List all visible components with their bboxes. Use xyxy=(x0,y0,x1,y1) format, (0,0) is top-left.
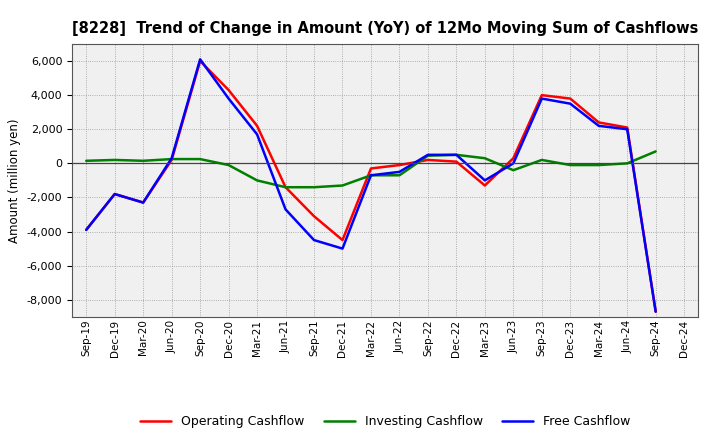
Free Cashflow xyxy=(423,152,432,158)
Operating Cashflow xyxy=(537,92,546,98)
Investing Cashflow xyxy=(595,162,603,168)
Investing Cashflow xyxy=(566,162,575,168)
Operating Cashflow xyxy=(423,157,432,162)
Free Cashflow xyxy=(196,57,204,62)
Free Cashflow xyxy=(509,161,518,166)
Investing Cashflow xyxy=(225,162,233,168)
Free Cashflow xyxy=(253,132,261,137)
Investing Cashflow xyxy=(82,158,91,163)
Operating Cashflow xyxy=(452,159,461,164)
Operating Cashflow xyxy=(253,123,261,128)
Investing Cashflow xyxy=(196,157,204,162)
Investing Cashflow xyxy=(366,172,375,178)
Operating Cashflow xyxy=(366,166,375,171)
Title: [8228]  Trend of Change in Amount (YoY) of 12Mo Moving Sum of Cashflows: [8228] Trend of Change in Amount (YoY) o… xyxy=(72,21,698,36)
Investing Cashflow xyxy=(338,183,347,188)
Operating Cashflow xyxy=(595,120,603,125)
Operating Cashflow xyxy=(225,88,233,93)
Free Cashflow xyxy=(566,101,575,106)
Investing Cashflow xyxy=(423,153,432,158)
Investing Cashflow xyxy=(253,178,261,183)
Operating Cashflow xyxy=(82,227,91,232)
Operating Cashflow xyxy=(509,156,518,161)
Free Cashflow xyxy=(537,96,546,101)
Free Cashflow xyxy=(82,227,91,232)
Operating Cashflow xyxy=(395,162,404,168)
Investing Cashflow xyxy=(139,158,148,163)
Operating Cashflow xyxy=(139,200,148,205)
Investing Cashflow xyxy=(537,157,546,162)
Operating Cashflow xyxy=(196,59,204,64)
Investing Cashflow xyxy=(480,156,489,161)
Investing Cashflow xyxy=(623,161,631,166)
Investing Cashflow xyxy=(652,149,660,154)
Free Cashflow xyxy=(480,178,489,183)
Operating Cashflow xyxy=(167,157,176,162)
Operating Cashflow xyxy=(338,238,347,243)
Operating Cashflow xyxy=(623,125,631,130)
Free Cashflow xyxy=(452,152,461,158)
Free Cashflow xyxy=(366,172,375,178)
Legend: Operating Cashflow, Investing Cashflow, Free Cashflow: Operating Cashflow, Investing Cashflow, … xyxy=(135,411,635,433)
Operating Cashflow xyxy=(566,96,575,101)
Line: Operating Cashflow: Operating Cashflow xyxy=(86,61,656,312)
Free Cashflow xyxy=(395,169,404,175)
Free Cashflow xyxy=(225,96,233,101)
Free Cashflow xyxy=(595,123,603,128)
Investing Cashflow xyxy=(395,172,404,178)
Free Cashflow xyxy=(623,127,631,132)
Free Cashflow xyxy=(652,309,660,314)
Investing Cashflow xyxy=(452,152,461,158)
Investing Cashflow xyxy=(110,157,119,162)
Operating Cashflow xyxy=(310,213,318,219)
Investing Cashflow xyxy=(509,168,518,173)
Free Cashflow xyxy=(167,156,176,161)
Free Cashflow xyxy=(282,207,290,212)
Operating Cashflow xyxy=(652,309,660,314)
Free Cashflow xyxy=(110,191,119,197)
Free Cashflow xyxy=(338,246,347,251)
Investing Cashflow xyxy=(282,185,290,190)
Free Cashflow xyxy=(139,200,148,205)
Line: Investing Cashflow: Investing Cashflow xyxy=(86,151,656,187)
Investing Cashflow xyxy=(310,185,318,190)
Operating Cashflow xyxy=(480,183,489,188)
Y-axis label: Amount (million yen): Amount (million yen) xyxy=(8,118,21,242)
Operating Cashflow xyxy=(282,185,290,190)
Investing Cashflow xyxy=(167,157,176,162)
Free Cashflow xyxy=(310,238,318,243)
Line: Free Cashflow: Free Cashflow xyxy=(86,59,656,312)
Operating Cashflow xyxy=(110,191,119,197)
